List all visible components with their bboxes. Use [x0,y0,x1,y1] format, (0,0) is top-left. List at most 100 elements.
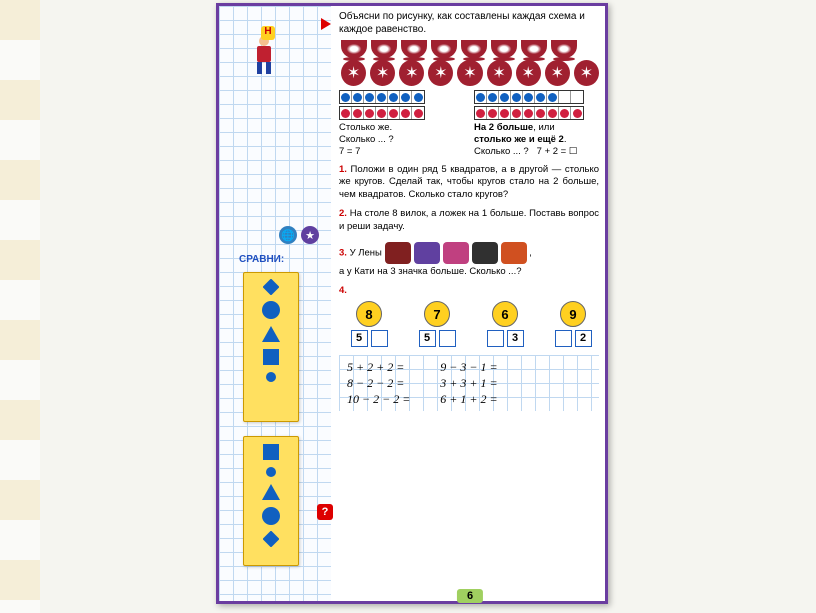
cup-icon [551,40,577,58]
cup-icon [401,40,427,58]
star-medallion-icon [341,60,366,86]
star-medallion-icon [399,60,424,86]
dot-cell [499,107,511,119]
round-badges: 🌐 ★ [279,226,319,244]
dot-cell [400,107,412,119]
equations-grid: 5 + 2 + 2 =8 − 2 − 2 =10 − 2 − 2 = 9 − 3… [339,355,599,411]
n-badge: Н [261,26,275,40]
child-figure-icon [249,36,279,80]
comparison-boxes: Столько же. Сколько ... ? 7 = 7 На 2 бол… [339,90,599,158]
page-number: 6 [457,589,483,603]
animal-badge-icon [414,242,440,264]
star-medallion-icon [370,60,395,86]
square-icon [262,348,280,366]
dot-cell [352,107,364,119]
number-box [439,330,456,347]
number-split-group: 92 [551,301,595,347]
big-circle: 6 [492,301,518,327]
task-1: 1. Положи в один ряд 5 квадратов, а в др… [339,164,599,202]
animal-badge-icon [443,242,469,264]
subtext: Столько же. Сколько ... ? 7 = 7 [339,122,464,158]
star-medallion-icon [487,60,512,86]
star-medallion-icon [428,60,453,86]
triangle-icon [261,325,281,343]
big-circle: 9 [560,301,586,327]
shape-card-2 [243,436,299,566]
left-box: Столько же. Сколько ... ? 7 = 7 [339,90,464,158]
animal-badge-icon [385,242,411,264]
dot-cell [400,91,412,103]
dot-cell [535,91,547,103]
number-box [555,330,572,347]
dot-cell [412,107,424,119]
number-box: 2 [575,330,592,347]
equation: 6 + 1 + 2 = [440,391,497,407]
line: Сколько ... ? 7 + 2 = ☐ [474,146,599,158]
task-3: 3. У Лены , а у Кати на 3 значка больше.… [339,240,599,279]
subtext: На 2 больше, или столько же и ещё 2. Ско… [474,122,599,158]
cup-icon [371,40,397,58]
dot-cell [364,91,376,103]
big-circle: 8 [356,301,382,327]
dot-cell [388,91,400,103]
diamond-icon [263,531,279,547]
right-box: На 2 больше, или столько же и ещё 2. Ско… [474,90,599,158]
cup-icon [521,40,547,58]
number-split-group: 63 [483,301,527,347]
dot-cell [487,107,499,119]
star-medallion-icon [516,60,541,86]
dot-cell [535,107,547,119]
eq-col: 5 + 2 + 2 =8 − 2 − 2 =10 − 2 − 2 = [347,359,410,407]
triangle-icon [261,483,281,501]
dot-cell [352,91,364,103]
line: На 2 больше, или [474,122,599,134]
cups-row [339,40,599,58]
animal-badge-icon [472,242,498,264]
dot-cell [547,91,559,103]
globe-icon: 🌐 [279,226,297,244]
stars-row [339,60,599,86]
dot-cell [559,91,571,103]
small-circle-icon [265,466,277,478]
dot-cell [571,91,583,103]
star-icon: ★ [301,226,319,244]
dot-cell [376,107,388,119]
square-icon [262,443,280,461]
background-decor [0,0,40,613]
shape-card-1 [243,272,299,422]
cup-icon [491,40,517,58]
number-box [371,330,388,347]
equation: 7 = 7 [339,146,464,158]
dot-cell [376,91,388,103]
star-medallion-icon [545,60,570,86]
dot-cell [511,91,523,103]
star-medallion-icon [574,60,599,86]
dot-cell [547,107,559,119]
star-medallion-icon [457,60,482,86]
number-split-group: 75 [415,301,459,347]
dot-cell [523,107,535,119]
dot-cell [340,91,352,103]
line: а у Кати на 3 значка больше. Сколько ...… [339,266,599,279]
equation: 5 + 2 + 2 = [347,359,410,375]
question-badge: ? [317,504,333,520]
cup-icon [431,40,457,58]
number-box: 5 [351,330,368,347]
line: столько же и ещё 2. [474,134,599,146]
task-4: 4. 85756392 [339,285,599,348]
dot-cell [364,107,376,119]
task-2: 2. На столе 8 вилок, а ложек на 1 больше… [339,208,599,234]
dot-cell [412,91,424,103]
marker-arrow-icon [321,18,331,30]
number-split-group: 85 [347,301,391,347]
diamond-icon [263,279,279,295]
cup-icon [341,40,367,58]
number-box [487,330,504,347]
dot-strip [339,90,425,104]
line: Столько же. [339,122,464,134]
dot-cell [571,107,583,119]
intro-text: Объясни по рисунку, как составлены кажда… [339,10,599,36]
equation: 8 − 2 − 2 = [347,375,410,391]
circle-icon [261,300,281,320]
dot-cell [523,91,535,103]
